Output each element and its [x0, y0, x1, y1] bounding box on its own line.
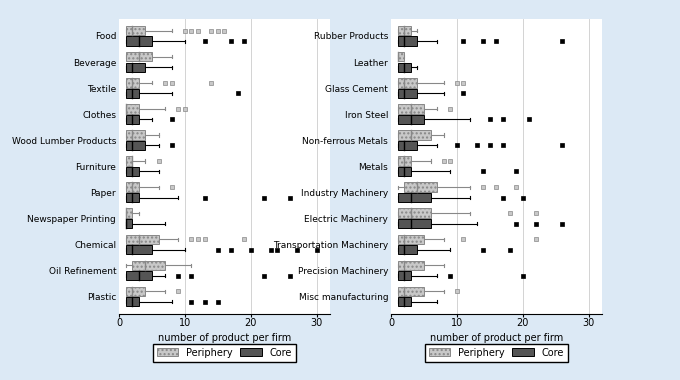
- Legend: Periphery, Core: Periphery, Core: [153, 344, 296, 362]
- Bar: [126, 36, 152, 46]
- Bar: [398, 26, 411, 35]
- Bar: [126, 167, 139, 176]
- Bar: [126, 89, 139, 98]
- Bar: [398, 234, 424, 244]
- X-axis label: number of product per firm: number of product per firm: [430, 333, 563, 343]
- Bar: [398, 52, 404, 62]
- Bar: [398, 156, 411, 166]
- Bar: [398, 63, 411, 72]
- Bar: [126, 245, 152, 254]
- Bar: [398, 104, 424, 114]
- Bar: [404, 182, 437, 192]
- Bar: [398, 78, 418, 87]
- Bar: [126, 193, 139, 202]
- Bar: [398, 167, 411, 176]
- Bar: [126, 182, 139, 192]
- Bar: [398, 89, 418, 98]
- Bar: [126, 297, 139, 306]
- Bar: [398, 297, 411, 306]
- Bar: [126, 156, 132, 166]
- Bar: [126, 219, 132, 228]
- Bar: [398, 141, 418, 150]
- Bar: [126, 287, 146, 296]
- Bar: [398, 271, 411, 280]
- Bar: [126, 130, 146, 140]
- Bar: [126, 63, 146, 72]
- Bar: [398, 245, 418, 254]
- Bar: [398, 209, 430, 218]
- Bar: [398, 115, 424, 124]
- Legend: Periphery, Core: Periphery, Core: [425, 344, 568, 362]
- Bar: [126, 104, 139, 114]
- Bar: [398, 219, 430, 228]
- Bar: [126, 234, 158, 244]
- X-axis label: number of product per firm: number of product per firm: [158, 333, 291, 343]
- Bar: [126, 26, 146, 35]
- Bar: [126, 78, 139, 87]
- Bar: [398, 261, 424, 270]
- Bar: [398, 36, 418, 46]
- Bar: [132, 261, 165, 270]
- Bar: [126, 115, 139, 124]
- Bar: [126, 271, 152, 280]
- Bar: [126, 52, 152, 62]
- Bar: [126, 141, 146, 150]
- Bar: [398, 287, 424, 296]
- Bar: [398, 193, 430, 202]
- Bar: [398, 130, 430, 140]
- Bar: [126, 209, 132, 218]
